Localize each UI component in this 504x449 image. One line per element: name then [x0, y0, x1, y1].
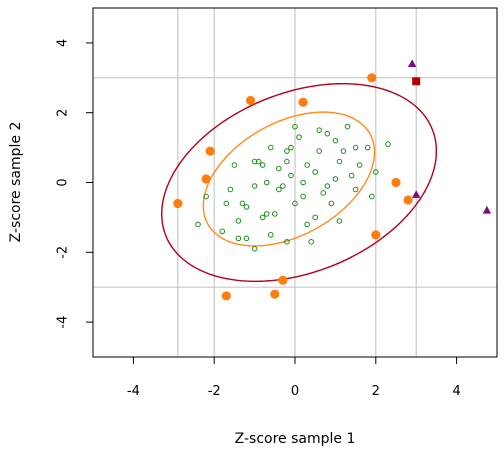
point-open-circle	[259, 162, 266, 168]
point-open-circle	[304, 162, 310, 168]
point-open-circle	[288, 172, 294, 179]
point-open-circle	[251, 158, 258, 165]
x-tick-label: -2	[208, 384, 221, 399]
point-filled-circle	[371, 230, 381, 240]
y-tick-label: -4	[56, 316, 71, 329]
point-filled-circle	[278, 275, 288, 285]
y-tick-label: 2	[56, 109, 71, 117]
point-open-circle	[284, 148, 290, 154]
point-open-circle	[231, 162, 238, 168]
point-open-circle	[292, 123, 298, 130]
point-filled-circle	[403, 195, 413, 205]
point-open-circle	[263, 211, 270, 217]
point-open-circle	[332, 137, 339, 144]
point-open-circle	[308, 239, 314, 245]
point-open-circle	[235, 218, 242, 224]
point-open-circle	[280, 183, 286, 189]
point-open-circle	[324, 183, 331, 189]
point-open-circle	[276, 186, 282, 193]
point-open-circle	[364, 144, 371, 151]
data-points	[173, 59, 492, 301]
ellipse-outer	[161, 82, 438, 283]
point-open-circle	[267, 232, 274, 238]
point-open-circle	[292, 200, 298, 207]
point-open-circle	[223, 200, 230, 207]
point-open-circle	[316, 148, 323, 154]
point-filled-circle	[221, 291, 231, 301]
point-filled-circle	[245, 95, 256, 106]
point-open-circle	[219, 228, 226, 235]
ellipse-inner	[202, 111, 376, 247]
point-open-circle	[276, 165, 282, 172]
point-triangle	[407, 59, 417, 68]
y-tick-label: 0	[56, 178, 71, 186]
point-open-circle	[243, 235, 250, 242]
y-axis-title: Z-score sample 2	[8, 122, 24, 243]
y-tick-label: 4	[56, 39, 71, 47]
point-open-circle	[300, 193, 306, 200]
grid-lines	[93, 8, 497, 357]
point-open-circle	[336, 218, 343, 224]
point-filled-circle	[367, 73, 377, 83]
point-filled-circle	[173, 198, 183, 209]
point-open-circle	[312, 169, 319, 175]
point-open-circle	[255, 158, 262, 165]
point-open-circle	[272, 211, 278, 217]
point-open-circle	[296, 134, 302, 140]
point-open-circle	[243, 204, 250, 210]
point-square	[412, 77, 421, 86]
point-open-circle	[312, 214, 319, 221]
point-open-circle	[344, 123, 351, 130]
point-open-circle	[203, 193, 209, 200]
x-tick-label: 4	[452, 384, 460, 399]
point-open-circle	[259, 214, 266, 221]
point-open-circle	[340, 148, 347, 154]
point-open-circle	[284, 158, 290, 165]
point-open-circle	[385, 141, 391, 147]
x-axis: -4 -2 0 2 4	[127, 356, 461, 399]
y-axis: -4 -2 0 2 4	[56, 39, 94, 329]
point-open-circle	[324, 130, 331, 137]
point-open-circle	[336, 158, 343, 165]
x-tick-label: 0	[291, 384, 299, 399]
point-open-circle	[320, 190, 327, 196]
point-open-circle	[288, 144, 294, 151]
point-open-circle	[284, 239, 290, 245]
point-filled-circle	[201, 174, 211, 184]
point-open-circle	[235, 235, 242, 242]
point-open-circle	[251, 183, 258, 189]
point-open-circle	[251, 246, 258, 252]
point-open-circle	[373, 169, 379, 175]
point-open-circle	[352, 144, 359, 151]
point-open-circle	[352, 186, 359, 193]
point-open-circle	[348, 172, 355, 179]
point-open-circle	[195, 221, 201, 228]
y-tick-label: -2	[56, 246, 71, 259]
point-open-circle	[300, 179, 306, 186]
x-axis-title: Z-score sample 1	[235, 431, 356, 447]
confidence-ellipses	[161, 82, 438, 283]
point-filled-circle	[205, 146, 215, 156]
point-triangle	[412, 190, 421, 198]
point-filled-circle	[391, 177, 401, 188]
point-open-circle	[227, 186, 234, 193]
point-filled-circle	[298, 97, 308, 107]
point-open-circle	[316, 127, 323, 133]
x-tick-label: 2	[372, 384, 380, 399]
point-open-circle	[328, 200, 335, 207]
point-open-circle	[304, 221, 310, 228]
x-tick-label: -4	[127, 384, 140, 399]
point-open-circle	[332, 176, 339, 182]
point-open-circle	[239, 200, 246, 207]
point-triangle	[482, 205, 492, 214]
point-open-circle	[368, 193, 375, 200]
point-open-circle	[356, 162, 363, 168]
point-open-circle	[267, 144, 274, 151]
point-filled-circle	[270, 289, 280, 299]
point-open-circle	[263, 179, 270, 186]
